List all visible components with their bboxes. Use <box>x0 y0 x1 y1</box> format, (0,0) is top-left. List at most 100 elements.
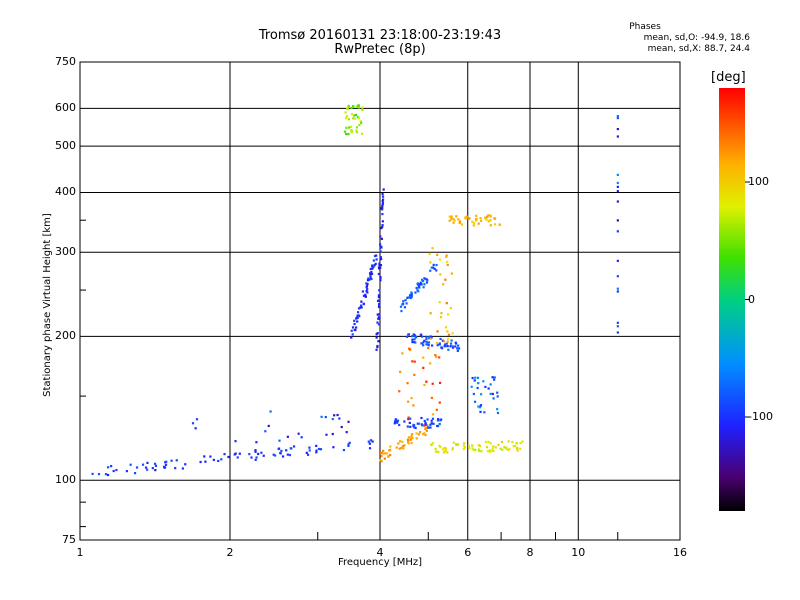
data-point <box>429 337 432 340</box>
data-point <box>402 444 405 448</box>
data-point <box>420 342 423 345</box>
data-point <box>382 452 385 455</box>
data-point <box>381 195 385 198</box>
data-point <box>426 418 429 421</box>
data-point <box>262 454 265 457</box>
data-point <box>357 104 360 107</box>
data-point <box>403 306 407 309</box>
data-point <box>434 450 438 453</box>
data-point <box>236 456 239 459</box>
data-point <box>452 221 455 224</box>
data-point <box>458 221 462 224</box>
data-point <box>422 356 425 359</box>
data-point <box>344 132 348 136</box>
data-point <box>387 455 390 458</box>
data-point <box>181 467 184 470</box>
data-point <box>106 473 110 477</box>
data-point <box>616 127 619 131</box>
data-point <box>257 452 260 456</box>
data-point <box>445 254 448 257</box>
data-point <box>369 275 372 278</box>
data-point <box>493 376 496 379</box>
data-point <box>462 448 465 451</box>
data-point <box>381 193 384 196</box>
data-point <box>500 440 504 444</box>
data-point <box>436 344 439 347</box>
data-point <box>292 445 296 448</box>
data-point <box>378 262 381 265</box>
data-point <box>125 470 128 473</box>
data-point <box>439 316 443 319</box>
data-point <box>336 413 339 417</box>
data-point <box>352 117 355 120</box>
data-point <box>503 445 506 449</box>
data-point <box>174 467 177 470</box>
data-point <box>141 463 145 466</box>
data-point <box>369 273 372 276</box>
phase-stats-x: mean, sd,X: 88.7, 24.4 <box>647 44 750 54</box>
data-point <box>413 360 416 363</box>
data-point <box>436 330 439 333</box>
data-point <box>448 219 451 222</box>
data-point <box>493 223 497 226</box>
data-point <box>434 354 437 357</box>
data-point <box>435 355 438 358</box>
data-point <box>471 444 474 447</box>
data-point <box>494 446 497 449</box>
data-point <box>440 418 443 421</box>
data-point <box>306 453 310 456</box>
data-point <box>403 420 406 423</box>
data-point <box>616 331 619 334</box>
data-point <box>400 446 403 449</box>
data-point <box>451 332 454 335</box>
data-point <box>413 424 416 427</box>
data-point <box>475 217 478 221</box>
data-point <box>449 345 452 348</box>
data-point <box>444 345 447 348</box>
data-point <box>366 283 369 286</box>
data-point <box>506 448 509 451</box>
data-point <box>308 449 311 452</box>
data-point <box>91 472 94 475</box>
data-point <box>417 422 420 425</box>
data-point <box>477 405 480 408</box>
data-point <box>379 264 382 267</box>
data-point <box>486 450 489 453</box>
data-point <box>473 379 476 382</box>
data-point <box>376 344 379 348</box>
data-point <box>227 455 230 459</box>
data-point <box>300 436 303 439</box>
data-point <box>375 254 378 257</box>
data-point <box>378 267 381 270</box>
data-point <box>425 380 428 383</box>
data-point <box>370 272 374 275</box>
data-point <box>345 126 348 129</box>
data-point <box>438 444 441 447</box>
data-point <box>425 343 428 346</box>
data-point <box>347 105 350 108</box>
data-point <box>372 259 375 262</box>
data-point <box>443 446 446 450</box>
data-point <box>484 216 487 219</box>
data-point <box>381 220 384 223</box>
data-point <box>447 348 450 351</box>
data-point <box>380 207 383 210</box>
data-point <box>234 452 237 455</box>
data-point <box>403 444 406 447</box>
data-point <box>368 278 371 281</box>
data-point <box>220 458 223 461</box>
data-point <box>491 376 494 379</box>
data-point <box>516 449 519 452</box>
data-point <box>402 300 405 303</box>
data-point <box>350 113 354 116</box>
data-point <box>616 275 619 278</box>
data-point <box>419 333 422 337</box>
data-point <box>355 129 358 132</box>
data-point <box>410 435 413 438</box>
data-point <box>491 447 494 450</box>
data-point <box>496 395 499 398</box>
data-point <box>616 287 619 290</box>
data-point <box>354 113 358 117</box>
data-point <box>348 441 351 444</box>
